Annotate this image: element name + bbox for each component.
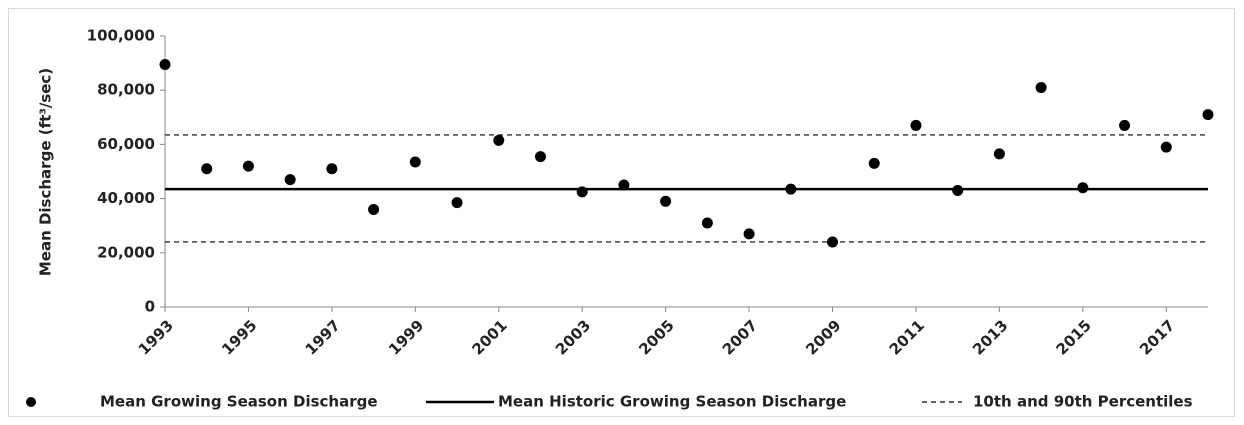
data-point bbox=[201, 163, 213, 175]
data-point bbox=[1035, 81, 1047, 93]
x-tick-label: 2001 bbox=[469, 316, 511, 358]
legend-label: Mean Growing Season Discharge bbox=[100, 393, 378, 411]
data-point bbox=[910, 119, 922, 131]
legend-label: 10th and 90th Percentiles bbox=[973, 393, 1193, 411]
y-tick-label: 20,000 bbox=[97, 243, 155, 261]
x-tick-label: 2003 bbox=[552, 316, 594, 358]
data-point bbox=[1119, 119, 1131, 131]
data-point bbox=[785, 183, 797, 195]
y-tick-label: 0 bbox=[145, 298, 155, 316]
y-axis-label: Mean Discharge (ft³/sec) bbox=[37, 68, 55, 276]
y-tick-label: 40,000 bbox=[97, 189, 155, 207]
x-tick-label: 2013 bbox=[969, 316, 1011, 358]
data-point bbox=[660, 195, 672, 207]
data-point bbox=[827, 236, 839, 248]
x-tick-label: 2017 bbox=[1136, 316, 1178, 358]
data-point bbox=[451, 197, 463, 209]
data-point bbox=[618, 179, 630, 191]
data-point bbox=[1077, 182, 1089, 194]
data-point bbox=[368, 203, 380, 215]
data-point bbox=[242, 160, 254, 172]
data-point bbox=[993, 148, 1005, 160]
legend-marker bbox=[26, 397, 36, 407]
data-point bbox=[701, 217, 713, 229]
data-point bbox=[868, 157, 880, 169]
x-tick-label: 1995 bbox=[218, 316, 260, 358]
x-tick-label: 1999 bbox=[385, 316, 427, 358]
y-tick-label: 60,000 bbox=[97, 135, 155, 153]
data-point bbox=[1202, 109, 1214, 121]
x-tick-label: 2005 bbox=[635, 316, 677, 358]
x-tick-label: 2011 bbox=[886, 316, 928, 358]
data-point bbox=[326, 163, 338, 175]
legend-label: Mean Historic Growing Season Discharge bbox=[498, 393, 846, 411]
y-tick-label: 100,000 bbox=[87, 27, 155, 45]
x-tick-label: 1993 bbox=[135, 316, 177, 358]
data-point bbox=[534, 151, 546, 163]
data-point bbox=[159, 58, 171, 70]
data-point bbox=[1160, 141, 1172, 153]
x-tick-label: 2009 bbox=[802, 316, 844, 358]
data-point bbox=[409, 156, 421, 168]
x-tick-label: 2007 bbox=[719, 316, 761, 358]
data-point bbox=[743, 228, 755, 240]
x-tick-label: 1997 bbox=[302, 316, 344, 358]
data-point bbox=[952, 184, 964, 196]
data-point bbox=[576, 186, 588, 198]
y-tick-label: 80,000 bbox=[97, 81, 155, 99]
data-point bbox=[493, 134, 505, 146]
x-tick-label: 2015 bbox=[1053, 316, 1095, 358]
chart-border bbox=[8, 8, 1235, 417]
data-point bbox=[284, 174, 296, 186]
